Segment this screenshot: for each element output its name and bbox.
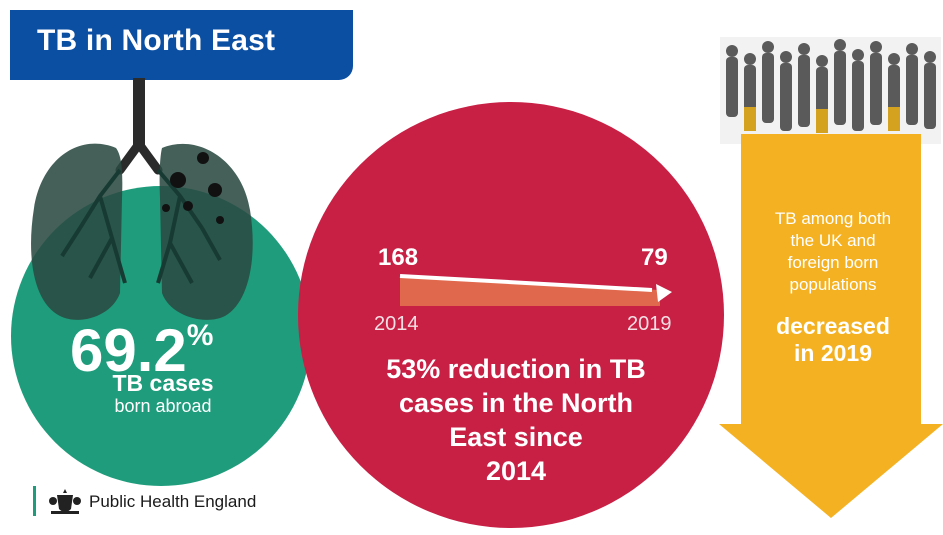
population-line: populations	[789, 275, 877, 294]
headline-line: East since	[449, 422, 583, 452]
trend-arrow-icon	[399, 274, 672, 306]
headline-line: cases in the North	[398, 388, 634, 418]
org-name: Public Health England	[89, 492, 257, 511]
royal-crest-icon	[49, 489, 81, 514]
crowd-photo	[720, 37, 941, 144]
phe-logo: Public Health England	[33, 486, 303, 516]
decrease-arrow-icon	[719, 134, 943, 518]
headline-line: 53% reduction in TB	[386, 354, 646, 384]
population-line: TB among both	[774, 209, 892, 228]
logo-bar	[33, 486, 36, 516]
title-banner: TB in North East	[10, 10, 353, 80]
page-title: TB in North East	[37, 24, 276, 57]
population-line: the UK and	[790, 231, 876, 250]
born-abroad-label: TB cases	[112, 370, 214, 396]
emphasis-line: in 2019	[794, 340, 872, 366]
born-abroad-sublabel: born abroad	[114, 396, 212, 416]
reduction-circle	[298, 102, 724, 528]
population-line: foreign born	[787, 253, 879, 272]
reduction-headline: 53% reduction in TB cases in the North E…	[356, 352, 676, 488]
end-value: 79	[641, 244, 668, 271]
emphasis-line: decreased	[776, 313, 890, 339]
headline-line: 2014	[485, 456, 547, 486]
population-emphasis: decreased in 2019	[748, 313, 918, 367]
born-abroad-percent: 69.2%	[70, 317, 214, 384]
start-year: 2014	[374, 313, 419, 335]
start-value: 168	[378, 244, 419, 271]
end-year: 2019	[627, 313, 672, 335]
lungs-icon	[31, 78, 253, 320]
population-text: TB among both the UK and foreign born po…	[748, 208, 918, 296]
